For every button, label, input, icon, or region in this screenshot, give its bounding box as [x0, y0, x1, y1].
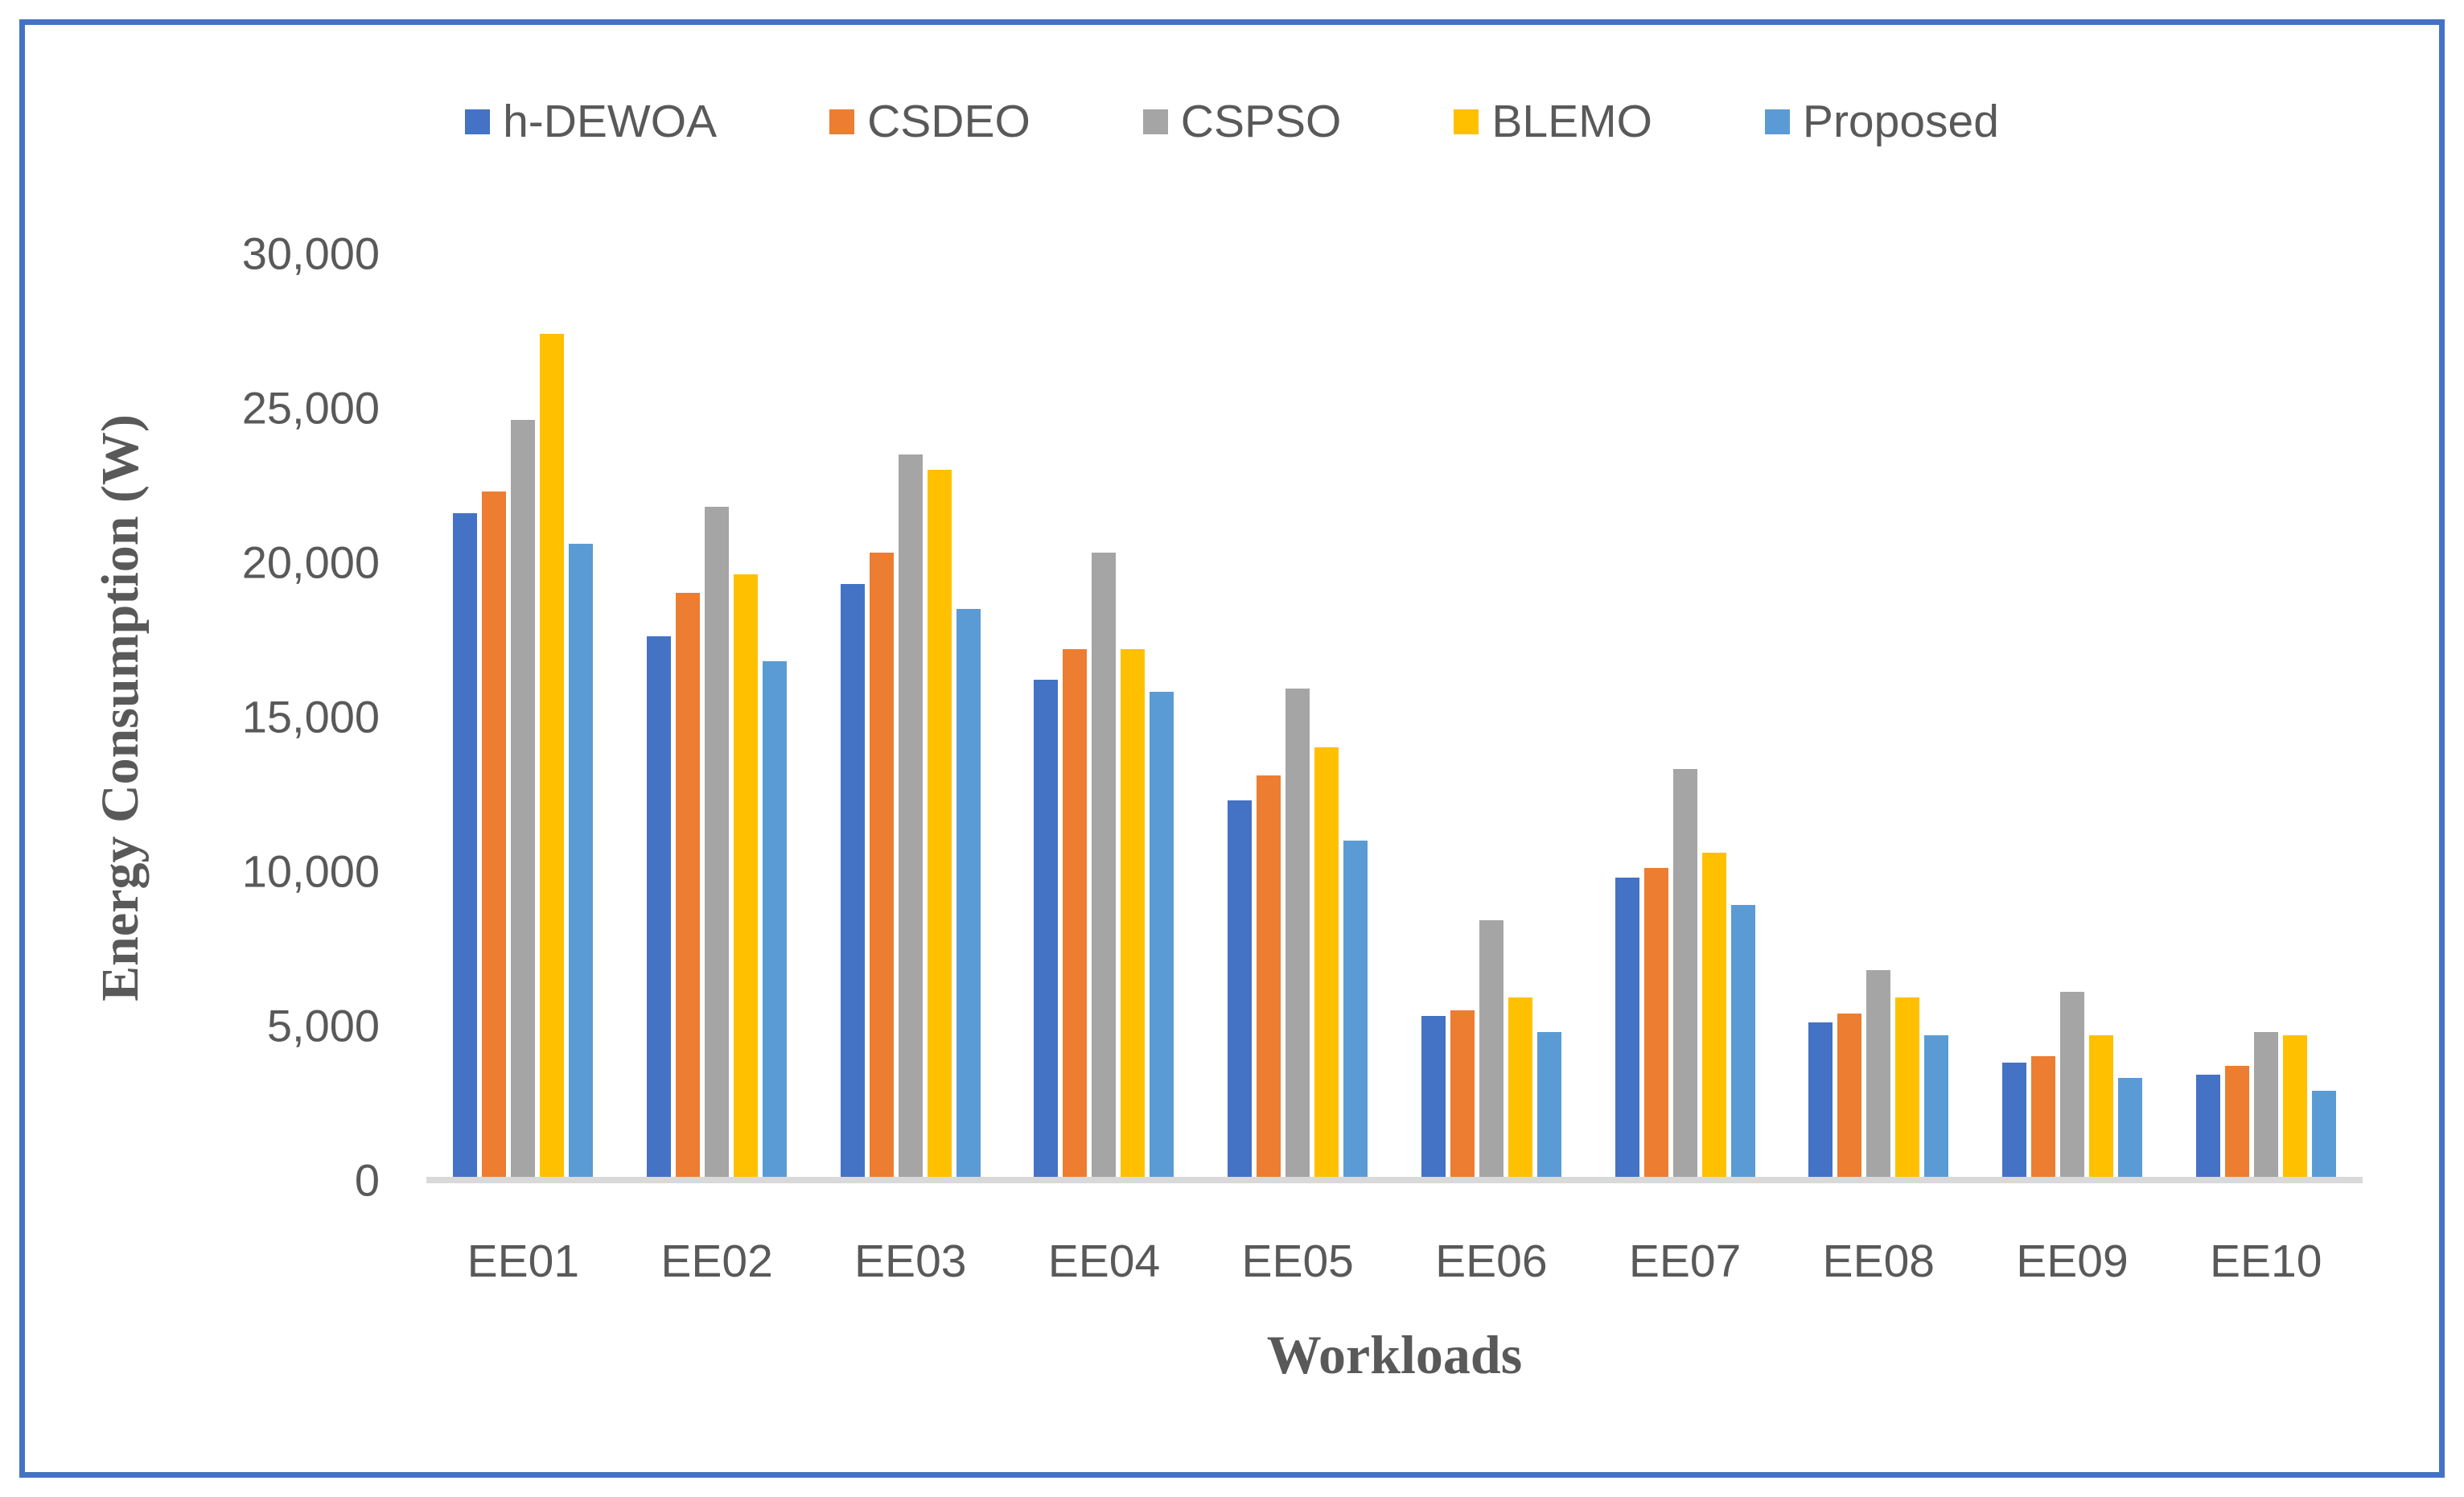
bar-EE07-CSPSO	[1672, 769, 1697, 1180]
bar-EE02-CSPSO	[705, 506, 730, 1180]
legend-swatch-icon	[1454, 109, 1479, 134]
legend-item-h-DEWOA: h-DEWOA	[465, 95, 717, 148]
bar-EE01-h-DEWOA	[453, 512, 478, 1180]
x-category-label-EE02: EE02	[660, 1236, 773, 1287]
bar-EE05-BLEMO	[1314, 747, 1339, 1180]
legend-swatch-icon	[1142, 109, 1168, 134]
x-axis-category-labels: EE01 EE02 EE03 EE04 EE05 EE06 EE07 EE08 EE09 EE10	[426, 1235, 2363, 1288]
bar-EE01-Proposed	[569, 543, 594, 1180]
bar-EE03-CSPSO	[898, 454, 923, 1180]
bar-EE05-CSPSO	[1285, 689, 1310, 1180]
legend-label: CSDEO	[867, 96, 1030, 147]
bar-EE08-BLEMO	[1895, 997, 1920, 1180]
bar-EE09-h-DEWOA	[2001, 1063, 2026, 1180]
x-category-label-EE06: EE06	[1435, 1236, 1548, 1287]
bar-EE09-BLEMO	[2088, 1034, 2113, 1180]
x-category-label-EE07: EE07	[1628, 1236, 1742, 1287]
legend-label: h-DEWOA	[503, 96, 718, 147]
bar-EE09-CSDEO	[2030, 1056, 2055, 1180]
y-tick-label: 20,000	[241, 537, 380, 588]
bar-EE10-h-DEWOA	[2195, 1075, 2220, 1180]
bar-EE06-h-DEWOA	[1421, 1016, 1446, 1180]
bar-EE06-BLEMO	[1508, 997, 1532, 1180]
y-tick-label: 0	[354, 1154, 380, 1206]
legend-swatch-icon	[465, 109, 491, 134]
legend-item-CSDEO: CSDEO	[829, 95, 1030, 148]
bar-group-EE09	[1976, 253, 2170, 1180]
bar-group-EE04	[1007, 253, 1201, 1180]
bar-EE01-BLEMO	[540, 333, 565, 1180]
bar-EE03-CSDEO	[869, 553, 894, 1180]
bar-EE03-BLEMO	[927, 469, 952, 1180]
bar-EE06-CSPSO	[1479, 920, 1503, 1180]
bar-EE02-CSDEO	[676, 593, 701, 1180]
x-category-label-EE10: EE10	[2209, 1236, 2322, 1287]
x-category-label-EE01: EE01	[467, 1236, 580, 1287]
x-axis-line	[426, 1177, 2363, 1183]
bar-EE07-h-DEWOA	[1615, 877, 1639, 1180]
bar-group-EE03	[813, 253, 1007, 1180]
bar-EE07-BLEMO	[1701, 852, 1726, 1180]
bar-EE04-CSPSO	[1092, 553, 1117, 1180]
legend-label: CSPSO	[1180, 96, 1342, 147]
y-tick-label: 30,000	[241, 228, 380, 279]
legend-swatch-icon	[1764, 109, 1790, 134]
bar-group-EE06	[1395, 253, 1589, 1180]
x-category-label-EE04: EE04	[1047, 1236, 1161, 1287]
bar-EE10-Proposed	[2311, 1090, 2336, 1180]
chart-border-frame	[19, 19, 2445, 1478]
bar-EE07-CSDEO	[1643, 868, 1668, 1180]
bar-group-EE02	[620, 253, 814, 1180]
bar-EE08-Proposed	[1924, 1034, 1949, 1180]
x-category-label-EE05: EE05	[1241, 1236, 1354, 1287]
bar-EE03-Proposed	[956, 608, 981, 1180]
y-tick-label: 25,000	[241, 382, 380, 434]
legend-item-Proposed: Proposed	[1764, 95, 1999, 148]
y-tick-label: 5,000	[266, 1000, 380, 1051]
y-tick-label: 15,000	[241, 691, 380, 742]
bar-EE04-Proposed	[1150, 692, 1174, 1180]
bar-EE05-h-DEWOA	[1228, 800, 1253, 1180]
bar-EE02-Proposed	[763, 660, 788, 1180]
x-category-label-EE03: EE03	[854, 1236, 967, 1287]
legend-item-BLEMO: BLEMO	[1454, 95, 1652, 148]
bar-EE08-CSDEO	[1837, 1013, 1862, 1180]
bar-EE02-h-DEWOA	[647, 636, 672, 1180]
bar-EE01-CSPSO	[511, 420, 536, 1180]
plot-area	[426, 253, 2363, 1180]
y-tick-label: 10,000	[241, 845, 380, 897]
bar-EE04-CSDEO	[1063, 648, 1088, 1180]
bar-EE05-Proposed	[1343, 840, 1368, 1180]
bar-group-EE08	[1782, 253, 1976, 1180]
legend: h-DEWOA CSDEO CSPSO BLEMO Proposed	[0, 95, 2464, 148]
bar-group-EE07	[1588, 253, 1782, 1180]
bar-EE10-CSDEO	[2224, 1065, 2249, 1180]
x-axis-title: Workloads	[1266, 1324, 1523, 1385]
bar-group-EE01	[426, 253, 620, 1180]
bar-EE07-Proposed	[1730, 905, 1755, 1180]
bar-EE03-h-DEWOA	[840, 583, 865, 1180]
bar-EE08-h-DEWOA	[1808, 1022, 1833, 1180]
bar-EE04-BLEMO	[1121, 648, 1146, 1180]
bar-EE09-CSPSO	[2059, 991, 2084, 1180]
x-category-label-EE08: EE08	[1822, 1236, 1935, 1287]
bar-EE02-BLEMO	[734, 574, 759, 1180]
bar-EE01-CSDEO	[482, 491, 507, 1180]
x-category-label-EE09: EE09	[2016, 1236, 2129, 1287]
bar-EE09-Proposed	[2117, 1078, 2142, 1180]
bar-EE06-CSDEO	[1450, 1010, 1475, 1180]
bar-EE10-CSPSO	[2253, 1031, 2278, 1180]
bar-EE06-Proposed	[1536, 1031, 1561, 1180]
legend-label: BLEMO	[1491, 96, 1652, 147]
legend-label: Proposed	[1802, 96, 1999, 147]
legend-swatch-icon	[829, 109, 855, 134]
bar-EE05-CSDEO	[1257, 775, 1281, 1180]
bar-EE04-h-DEWOA	[1034, 679, 1059, 1180]
bar-EE08-CSPSO	[1866, 969, 1891, 1180]
legend-item-CSPSO: CSPSO	[1142, 95, 1342, 148]
bar-EE10-BLEMO	[2282, 1034, 2307, 1180]
bar-group-EE05	[1201, 253, 1395, 1180]
bar-group-EE10	[2169, 253, 2363, 1180]
